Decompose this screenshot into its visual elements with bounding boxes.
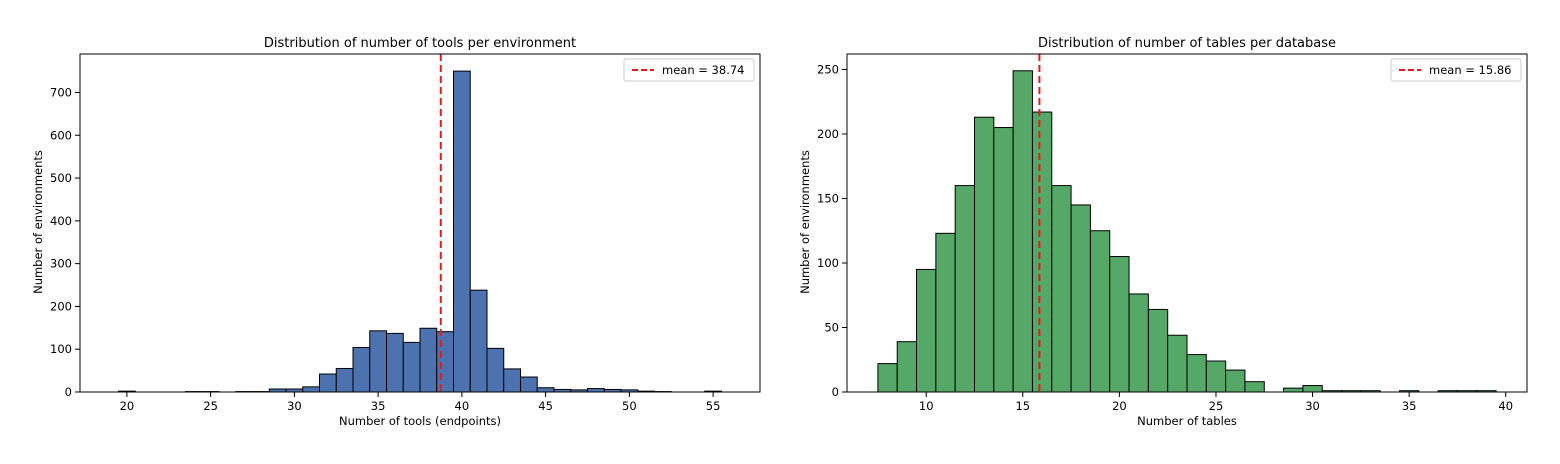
histogram-bar: [1245, 382, 1264, 392]
y-ticks: 0 50 100 150 200 250: [817, 62, 847, 399]
x-tick-label: 35: [1402, 399, 1417, 413]
histogram-bar: [1148, 309, 1167, 392]
y-axis-label: Number of environments: [798, 150, 812, 294]
histogram-bar: [403, 342, 420, 392]
histogram-bar: [1226, 370, 1245, 392]
histogram-bar: [587, 389, 604, 392]
y-tick-label: 600: [50, 128, 72, 142]
histogram-bar: [336, 368, 353, 392]
x-axis-label: Number of tables: [1137, 414, 1237, 428]
x-ticks: 20 25 30 35 40 45 50 55: [120, 392, 721, 413]
x-tick-label: 55: [706, 399, 721, 413]
y-ticks: 0 100 200 300 400 500 600 700: [50, 86, 80, 399]
y-tick-label: 100: [50, 342, 72, 356]
legend: mean = 15.86: [1391, 59, 1521, 81]
y-tick-label: 500: [50, 171, 72, 185]
y-tick-label: 0: [832, 385, 839, 399]
histogram-bar: [387, 333, 404, 392]
histogram-bar: [878, 364, 897, 392]
histogram-bar: [917, 269, 936, 392]
x-tick-label: 25: [203, 399, 218, 413]
histogram-bar: [1303, 386, 1322, 392]
x-tick-label: 40: [455, 399, 470, 413]
histogram-bar: [1032, 112, 1051, 392]
bars: [878, 71, 1496, 392]
histogram-bar: [453, 71, 470, 392]
bars: [119, 71, 722, 392]
legend: mean = 38.74: [624, 59, 754, 81]
x-tick-label: 45: [538, 399, 553, 413]
histogram-bar: [936, 233, 955, 392]
y-tick-label: 50: [824, 320, 839, 334]
y-tick-label: 300: [50, 257, 72, 271]
histogram-bar: [470, 290, 487, 392]
y-tick-label: 700: [50, 86, 72, 100]
y-tick-label: 0: [65, 385, 72, 399]
histogram-bar: [1206, 361, 1225, 392]
y-tick-label: 150: [817, 191, 839, 205]
histogram-bar: [1013, 71, 1032, 392]
histogram-bar: [537, 388, 554, 392]
histogram-bar: [303, 387, 320, 392]
histogram-bar: [897, 342, 916, 392]
histogram-bar: [437, 332, 454, 392]
histogram-bar: [420, 328, 437, 392]
x-ticks: 10 15 20 25 30 35 40: [919, 392, 1513, 413]
chart-title: Distribution of number of tables per dat…: [1038, 36, 1336, 51]
histogram-bar: [1284, 388, 1303, 392]
legend-label: mean = 15.86: [1429, 63, 1511, 77]
y-tick-label: 100: [817, 256, 839, 270]
histogram-bar: [1110, 257, 1129, 392]
x-tick-label: 20: [1112, 399, 1127, 413]
histogram-bar: [994, 128, 1013, 392]
histogram-bar: [320, 374, 337, 392]
x-tick-label: 15: [1015, 399, 1030, 413]
histogram-bar: [1168, 335, 1187, 392]
histogram-bar: [975, 117, 994, 392]
x-tick-label: 30: [1305, 399, 1320, 413]
histogram-bar: [1187, 355, 1206, 392]
histogram-bar: [504, 369, 521, 392]
histogram-bar: [353, 348, 370, 392]
histogram-bar: [1090, 231, 1109, 392]
x-tick-label: 30: [287, 399, 302, 413]
histogram-bar: [1071, 205, 1090, 392]
y-tick-label: 250: [817, 62, 839, 76]
x-tick-label: 10: [919, 399, 934, 413]
y-axis-label: Number of environments: [31, 150, 45, 294]
chart-title: Distribution of number of tools per envi…: [264, 36, 576, 51]
chart-tools-per-environment: Distribution of number of tools per envi…: [31, 36, 760, 428]
histogram-bar: [1052, 186, 1071, 392]
histogram-bar: [370, 331, 387, 392]
x-axis-label: Number of tools (endpoints): [339, 414, 501, 428]
histogram-bar: [1129, 294, 1148, 392]
histogram-bar: [955, 186, 974, 392]
x-tick-label: 25: [1209, 399, 1224, 413]
y-tick-label: 200: [817, 127, 839, 141]
y-tick-label: 200: [50, 299, 72, 313]
x-tick-label: 35: [371, 399, 386, 413]
y-tick-label: 400: [50, 214, 72, 228]
x-tick-label: 20: [120, 399, 135, 413]
x-tick-label: 50: [622, 399, 637, 413]
chart-tables-per-database: Distribution of number of tables per dat…: [798, 36, 1527, 428]
legend-label: mean = 38.74: [662, 63, 744, 77]
x-tick-label: 40: [1498, 399, 1513, 413]
histogram-bar: [520, 377, 537, 392]
histogram-bar: [487, 348, 504, 392]
